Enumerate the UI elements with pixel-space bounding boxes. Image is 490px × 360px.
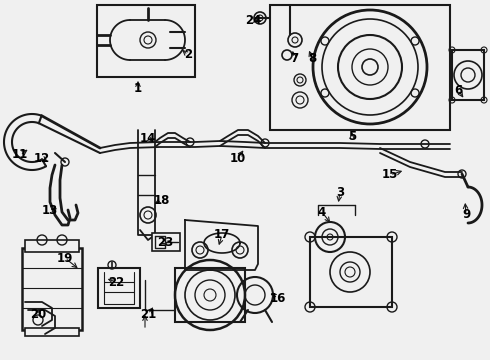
Text: 14: 14	[140, 131, 156, 144]
Text: 6: 6	[454, 84, 462, 96]
Text: 4: 4	[318, 206, 326, 219]
Text: 7: 7	[290, 51, 298, 64]
Bar	[97, 5, 195, 77]
Text: 23: 23	[157, 235, 173, 248]
Bar	[25, 328, 79, 336]
Bar	[22, 248, 82, 330]
Bar	[270, 5, 450, 130]
Text: 10: 10	[230, 152, 246, 165]
Text: 2: 2	[184, 49, 192, 62]
Text: 8: 8	[308, 51, 316, 64]
Text: 13: 13	[42, 203, 58, 216]
Text: 19: 19	[57, 252, 73, 265]
Text: 15: 15	[382, 168, 398, 181]
Bar	[310, 237, 392, 307]
Bar	[25, 240, 79, 252]
Text: 11: 11	[12, 148, 28, 162]
Text: 9: 9	[462, 208, 470, 221]
Text: 17: 17	[214, 229, 230, 242]
Text: 18: 18	[154, 194, 170, 207]
Text: 20: 20	[30, 309, 46, 321]
Text: 5: 5	[348, 130, 356, 143]
Bar	[452, 50, 484, 100]
Bar	[98, 268, 140, 308]
Text: 22: 22	[108, 275, 124, 288]
Text: 1: 1	[134, 81, 142, 94]
Text: 16: 16	[270, 292, 286, 305]
Bar	[175, 268, 245, 322]
Bar	[152, 233, 180, 251]
Text: 21: 21	[140, 307, 156, 320]
Text: 3: 3	[336, 185, 344, 198]
Text: 12: 12	[34, 152, 50, 165]
Text: 24: 24	[245, 13, 261, 27]
